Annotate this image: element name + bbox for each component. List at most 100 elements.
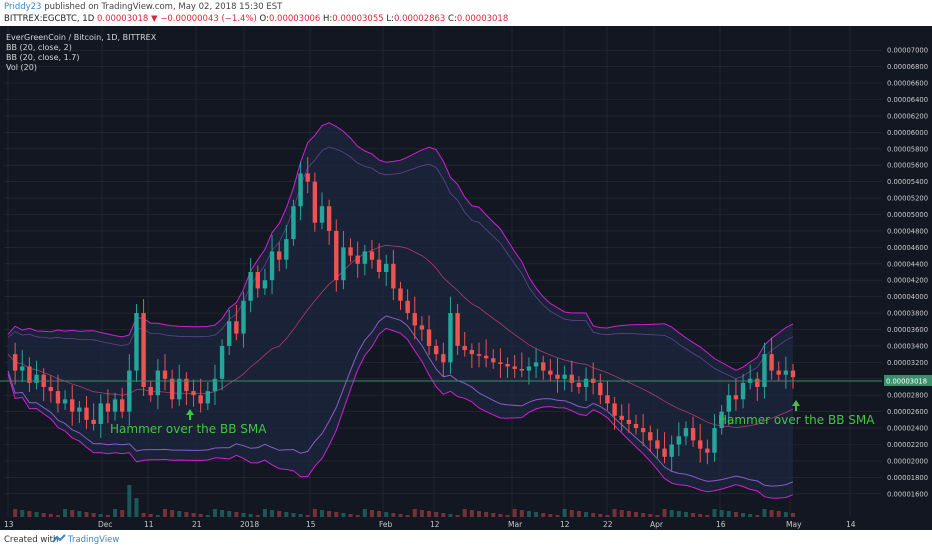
candle-body[interactable]: [555, 374, 560, 379]
candle-body[interactable]: [227, 321, 232, 346]
candle-body[interactable]: [162, 370, 168, 379]
candle-body[interactable]: [184, 378, 189, 392]
candle-body[interactable]: [491, 358, 496, 363]
candle-body[interactable]: [583, 378, 589, 387]
candle-body[interactable]: [12, 354, 18, 371]
candle-body[interactable]: [548, 370, 553, 375]
candle-body[interactable]: [284, 239, 289, 260]
candle-body[interactable]: [155, 370, 161, 396]
candle-body[interactable]: [519, 368, 525, 371]
candle-body[interactable]: [569, 374, 574, 383]
candle-body[interactable]: [326, 206, 332, 231]
candle-body[interactable]: [98, 403, 103, 424]
candle-body[interactable]: [648, 432, 653, 441]
candle-body[interactable]: [462, 345, 467, 351]
candle-body[interactable]: [134, 313, 139, 371]
candle-body[interactable]: [298, 173, 303, 207]
candle-body[interactable]: [269, 251, 275, 281]
candle-body[interactable]: [505, 364, 510, 367]
candle-body[interactable]: [533, 362, 539, 367]
candle-body[interactable]: [676, 436, 682, 445]
legend-vol[interactable]: Vol (20): [6, 63, 37, 72]
candle-body[interactable]: [776, 370, 781, 375]
candle-body[interactable]: [376, 259, 382, 272]
candle-body[interactable]: [169, 378, 175, 400]
candle-body[interactable]: [84, 407, 89, 420]
candle-body[interactable]: [419, 325, 425, 330]
candle-body[interactable]: [469, 350, 475, 355]
tradingview-brand[interactable]: TradingView: [68, 535, 120, 545]
candlesticks[interactable]: [12, 157, 796, 471]
candle-body[interactable]: [526, 366, 532, 371]
candle-body[interactable]: [334, 230, 339, 281]
candle-body[interactable]: [27, 366, 32, 383]
time-axis[interactable]: 13 Dec 11 21 2018 15 Feb 12 Mar 12 22 Apr 16 May 14: [0, 517, 932, 530]
candle-body[interactable]: [62, 399, 68, 404]
candle-body[interactable]: [191, 391, 196, 396]
candle-body[interactable]: [348, 247, 353, 256]
candle-body[interactable]: [790, 370, 796, 378]
author-link[interactable]: Priddy23: [4, 2, 42, 12]
candle-body[interactable]: [312, 181, 318, 223]
candle-body[interactable]: [669, 444, 674, 457]
candle-body[interactable]: [712, 428, 717, 453]
candle-body[interactable]: [769, 354, 774, 371]
candle-body[interactable]: [341, 247, 346, 281]
candle-body[interactable]: [433, 345, 439, 355]
candle-body[interactable]: [119, 399, 125, 412]
candle-body[interactable]: [683, 428, 689, 437]
candle-body[interactable]: [455, 313, 460, 346]
candle-body[interactable]: [448, 313, 453, 363]
candle-body[interactable]: [626, 419, 632, 424]
candle-body[interactable]: [241, 300, 246, 334]
candle-body[interactable]: [755, 378, 760, 387]
candle-body[interactable]: [690, 428, 696, 441]
candle-body[interactable]: [105, 403, 111, 412]
candle-body[interactable]: [384, 263, 389, 272]
price-chart[interactable]: EverGreenCoin / Bitcoin, 1D, BITTREX BB …: [0, 26, 932, 530]
candle-body[interactable]: [541, 362, 546, 371]
candle-body[interactable]: [719, 411, 724, 429]
candle-body[interactable]: [512, 366, 517, 369]
candle-body[interactable]: [740, 382, 746, 400]
candle-body[interactable]: [248, 272, 253, 301]
candle-body[interactable]: [319, 206, 325, 223]
candle-body[interactable]: [483, 355, 489, 359]
candle-body[interactable]: [733, 395, 739, 400]
candle-body[interactable]: [148, 387, 153, 396]
candle-body[interactable]: [262, 280, 268, 289]
candle-body[interactable]: [705, 448, 710, 453]
candle-body[interactable]: [205, 391, 211, 404]
candle-body[interactable]: [255, 272, 260, 289]
price-axis[interactable]: 0.00007000 0.00006800 0.00006600 0.00006400…: [882, 26, 932, 530]
candle-body[interactable]: [20, 366, 25, 371]
candle-body[interactable]: [640, 428, 646, 433]
candle-body[interactable]: [234, 321, 239, 334]
candle-body[interactable]: [605, 395, 610, 404]
candle-body[interactable]: [426, 329, 432, 346]
candle-body[interactable]: [655, 440, 660, 449]
candle-body[interactable]: [562, 374, 567, 379]
legend-bb2[interactable]: BB (20, close, 1.7): [6, 53, 79, 62]
candle-body[interactable]: [291, 206, 296, 240]
candle-body[interactable]: [112, 399, 118, 412]
candle-body[interactable]: [633, 423, 639, 429]
candle-body[interactable]: [412, 313, 417, 326]
candle-body[interactable]: [34, 374, 39, 383]
candle-body[interactable]: [362, 251, 368, 264]
candle-body[interactable]: [619, 415, 624, 420]
candle-body[interactable]: [212, 378, 218, 392]
candle-body[interactable]: [77, 407, 82, 412]
candle-body[interactable]: [198, 395, 203, 404]
candle-body[interactable]: [55, 391, 61, 404]
candle-body[interactable]: [355, 255, 360, 264]
candle-body[interactable]: [219, 345, 225, 379]
candle-body[interactable]: [276, 251, 282, 260]
candle-body[interactable]: [91, 419, 96, 424]
candle-body[interactable]: [127, 370, 132, 412]
candle-body[interactable]: [141, 313, 146, 387]
candle-body[interactable]: [762, 354, 767, 387]
candle-body[interactable]: [391, 263, 396, 289]
candle-body[interactable]: [576, 382, 582, 387]
candle-body[interactable]: [476, 354, 482, 356]
